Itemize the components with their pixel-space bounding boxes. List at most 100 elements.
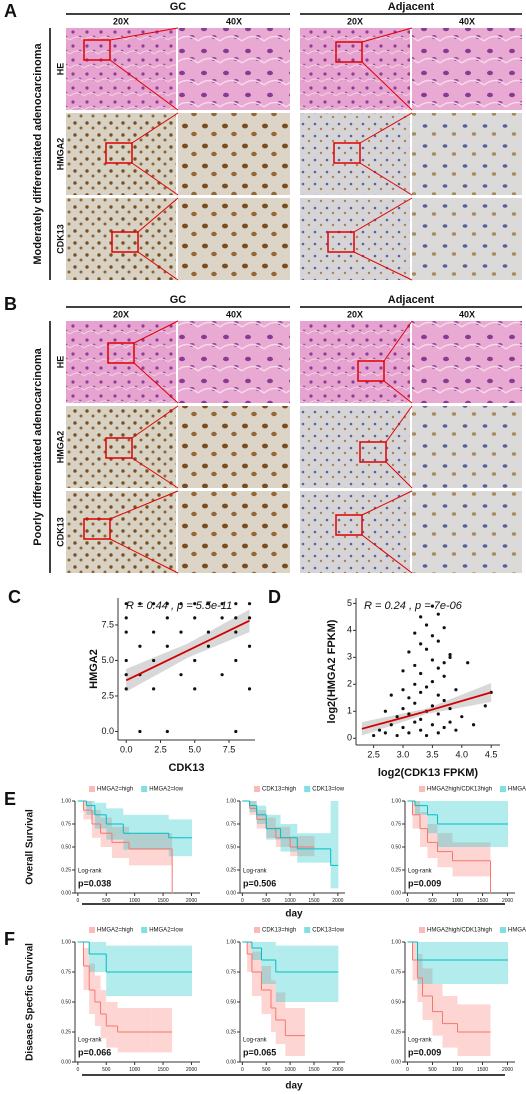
p-value: p=0.009 <box>408 1047 441 1057</box>
legend-swatch <box>304 927 311 933</box>
annotation: R = 0.44 , p = 5.5e-11 <box>126 600 232 612</box>
zoom-box <box>107 342 135 364</box>
x-tick-label: 0 <box>76 898 79 904</box>
point <box>436 712 440 716</box>
y-tick-label: 2 <box>347 679 352 689</box>
zoom-box <box>83 39 111 61</box>
micrograph <box>300 321 410 403</box>
point <box>193 687 197 691</box>
y-axis-label: HMGA2 <box>88 649 100 689</box>
p-value: p=0.009 <box>408 878 441 888</box>
legend-swatch <box>419 786 425 792</box>
legend-swatch <box>254 786 260 792</box>
x-tick-label: 500 <box>262 898 271 904</box>
x-tick-label: 5.0 <box>188 745 201 755</box>
point <box>401 669 405 673</box>
point <box>413 720 417 724</box>
point <box>419 690 423 695</box>
x-tick-label: 2000 <box>186 898 197 904</box>
point <box>383 709 387 713</box>
legend-label: HMGA2=low <box>149 787 184 793</box>
confidence-band <box>266 817 276 838</box>
x-tick-label: 1500 <box>477 1067 488 1073</box>
y-tick-label: 0.75 <box>61 969 71 975</box>
y-tick-label: 0.00 <box>391 1059 401 1065</box>
point <box>401 706 405 711</box>
micrograph <box>300 113 410 195</box>
point <box>179 602 183 606</box>
legend-label: HMGA2=high <box>97 787 133 793</box>
y-axis-label: log2(HMGA2 FPKM) <box>326 619 338 723</box>
confidence-band <box>94 975 101 1026</box>
y-tick-label: 0.25 <box>391 1029 401 1035</box>
y-tick-label: 4 <box>347 625 352 635</box>
confidence-band <box>251 951 262 996</box>
point <box>220 602 224 606</box>
point <box>407 696 411 700</box>
y-tick-label: 0.50 <box>391 999 401 1005</box>
confidence-band <box>151 1008 172 1053</box>
x-tick-label: 1000 <box>452 898 463 904</box>
x-tick-label: 0 <box>241 1067 244 1073</box>
fit-line <box>125 619 250 682</box>
confidence-band <box>86 801 95 815</box>
point <box>448 706 452 711</box>
zoom-line <box>109 27 179 41</box>
point <box>193 602 197 606</box>
point <box>389 723 393 727</box>
micrograph <box>178 491 290 573</box>
y-tick-label: 1.00 <box>391 939 401 945</box>
point <box>413 663 417 668</box>
confidence-band <box>106 945 192 996</box>
x-tick-label: 2.5 <box>367 750 380 760</box>
y-tick-label: 0.00 <box>61 1059 71 1065</box>
legend-label: HMGA2=high <box>97 928 133 934</box>
zoom-box <box>335 41 363 63</box>
y-axis-label: Disease Specfic Survival <box>25 943 36 1061</box>
confidence-band <box>191 945 192 996</box>
row-label: HMGA2 <box>55 138 65 171</box>
confidence-band <box>271 980 276 1032</box>
point <box>466 661 470 665</box>
annotation: R = 0.24 , p = 7e-06 <box>364 600 463 612</box>
legend-label: HMGA2high/CDK13high <box>427 928 492 934</box>
x-tick-label: 1000 <box>129 898 140 904</box>
y-tick-label: 1.00 <box>226 939 236 945</box>
x-tick-label: 500 <box>428 898 437 904</box>
confidence-band <box>290 835 314 857</box>
micrograph <box>412 113 522 195</box>
p-value: p=0.506 <box>243 878 276 888</box>
legend-swatch <box>89 927 95 933</box>
point <box>220 616 224 620</box>
x-tick-label: 1000 <box>285 898 296 904</box>
p-value: p=0.066 <box>78 1047 111 1057</box>
x-tick-label: 4.0 <box>456 750 469 760</box>
confidence-band <box>452 842 490 877</box>
x-tick-label: 2.5 <box>154 745 167 755</box>
magnification-label: 40X <box>226 16 242 26</box>
point <box>454 688 458 692</box>
magnification-label: 40X <box>226 309 242 319</box>
panel-label: D <box>268 587 281 607</box>
y-tick-label: 0.50 <box>391 844 401 850</box>
zoom-line <box>137 197 179 233</box>
x-tick-label: 0 <box>406 1067 409 1073</box>
point <box>454 728 458 732</box>
point <box>234 630 238 634</box>
point <box>442 626 446 630</box>
micrograph <box>412 491 522 573</box>
x-tick-label: 1500 <box>308 1067 319 1073</box>
y-tick-label: 0.00 <box>61 890 71 896</box>
micrograph <box>66 491 176 573</box>
micrograph <box>178 113 290 195</box>
row-label: HE <box>55 63 65 76</box>
fit-line <box>361 691 492 730</box>
zoom-line <box>131 112 179 144</box>
confidence-band <box>417 942 508 984</box>
micrograph <box>66 198 176 280</box>
x-tick-label: 1000 <box>285 1067 296 1073</box>
legend-label: HMGA2high/CDK13high <box>427 787 492 793</box>
point <box>424 623 429 627</box>
y-tick-label: 5 <box>347 598 352 608</box>
